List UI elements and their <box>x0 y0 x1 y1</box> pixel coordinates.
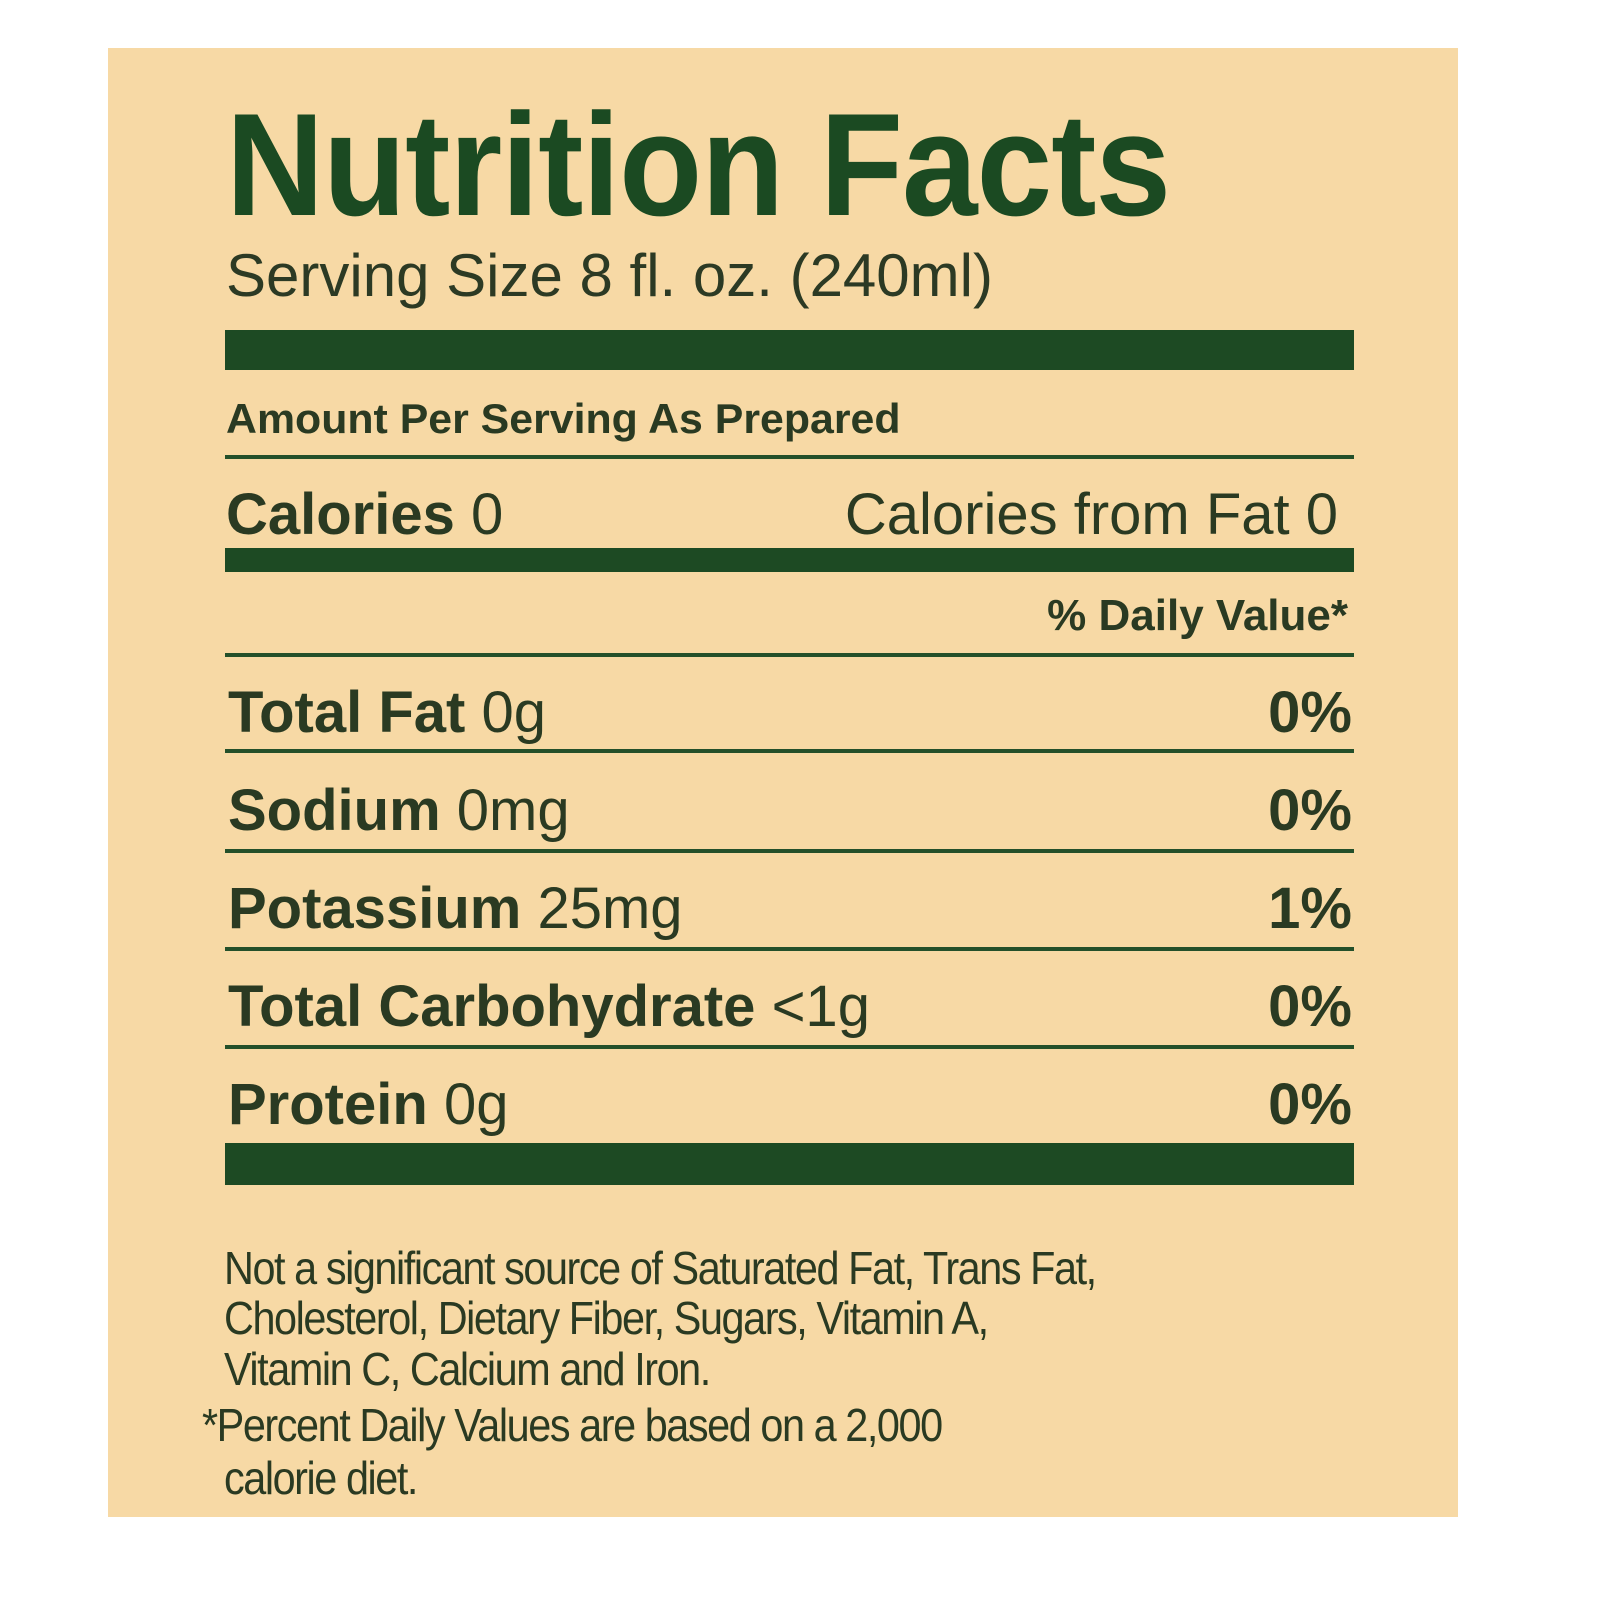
nutrient-row: Sodium 0mg <box>228 782 570 840</box>
thick-divider <box>225 330 1354 370</box>
footnote-line: Not a significant source of Saturated Fa… <box>224 1242 1097 1294</box>
nutrient-amount: 0mg <box>456 778 570 843</box>
daily-value-header: % Daily Value* <box>1047 591 1348 640</box>
nutrient-dv: 0% <box>1268 778 1352 843</box>
footnote-line: calorie diet. <box>224 1452 418 1504</box>
nutrient-name: Total Carbohydrate <box>228 974 756 1039</box>
nutrient-row: Potassium 25mg <box>228 880 683 938</box>
nutrient-dv: 0% <box>1268 974 1352 1039</box>
nutrient-row: Protein 0g <box>228 1076 508 1134</box>
nutrient-name: Sodium <box>228 778 441 843</box>
nutrient-dv: 0% <box>1268 1072 1352 1137</box>
nutrient-name: Total Fat <box>228 680 466 745</box>
divider <box>225 455 1354 459</box>
nutrient-row: Total Carbohydrate <1g <box>228 978 870 1036</box>
calories-label: Calories <box>226 482 455 547</box>
footnote-line: Vitamin C, Calcium and Iron. <box>224 1343 711 1395</box>
label-panel <box>108 48 1458 1517</box>
nutrient-amount: <1g <box>771 974 870 1039</box>
nutrient-amount: 25mg <box>537 876 683 941</box>
calories-value: 0 <box>471 482 504 547</box>
nutrient-amount: 0g <box>443 1072 509 1137</box>
amount-per-serving: Amount Per Serving As Prepared <box>226 395 901 442</box>
footnote-line: *Percent Daily Values are based on a 2,0… <box>202 1399 943 1451</box>
nutrient-dv: 0% <box>1268 680 1352 745</box>
divider <box>225 947 1354 951</box>
nutrient-dv: 1% <box>1268 876 1352 941</box>
nutrient-amount: 0g <box>481 680 546 745</box>
thick-divider <box>225 1143 1354 1185</box>
nutrient-row: Total Fat 0g <box>228 684 546 742</box>
serving-size: Serving Size 8 fl. oz. (240ml) <box>226 242 993 309</box>
nutrient-name: Protein <box>228 1072 428 1137</box>
calories-from-fat: Calories from Fat 0 <box>844 482 1338 547</box>
divider <box>225 849 1354 853</box>
divider <box>225 749 1354 753</box>
divider <box>225 1045 1354 1049</box>
nutrient-name: Potassium <box>228 876 522 941</box>
label-title: Nutrition Facts <box>226 83 1171 246</box>
calories: Calories 0 <box>226 486 503 544</box>
divider <box>225 653 1354 657</box>
footnote-line: Cholesterol, Dietary Fiber, Sugars, Vita… <box>224 1292 989 1344</box>
medium-divider <box>225 548 1354 572</box>
